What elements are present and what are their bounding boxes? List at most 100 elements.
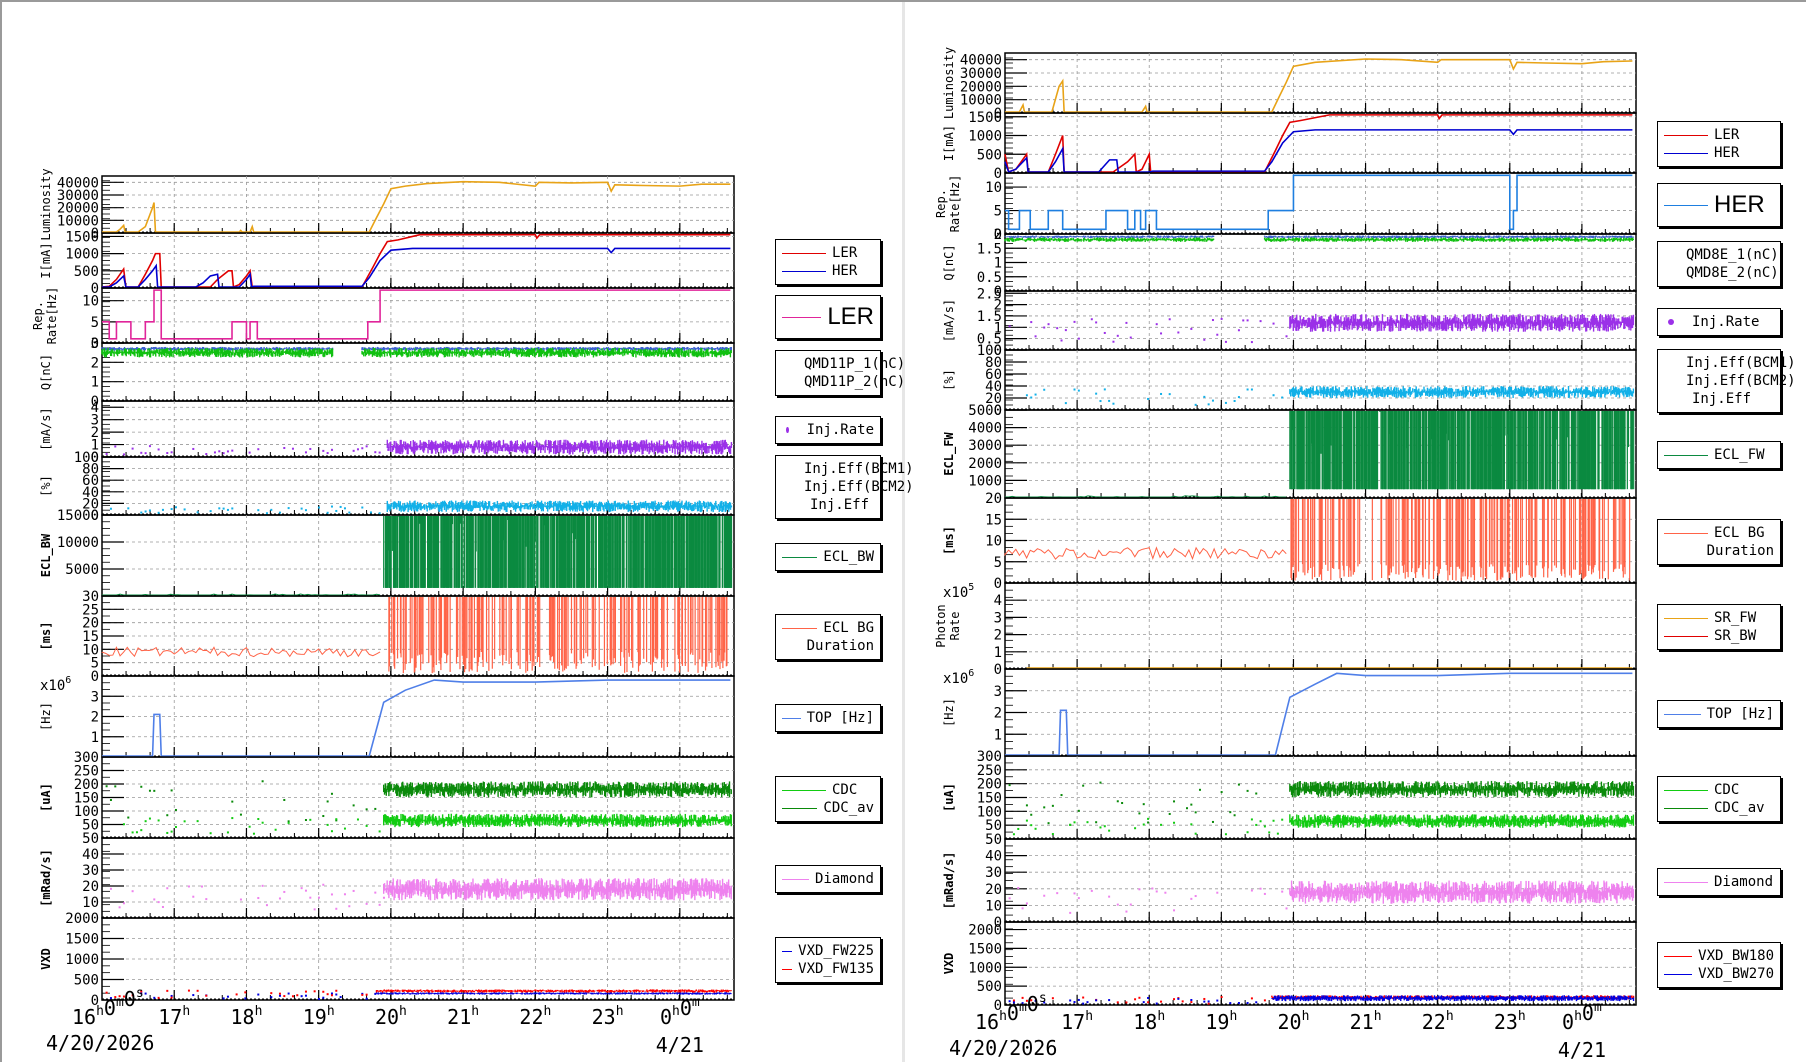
y-tick-label: 15 [82,629,99,645]
panel-frame [101,675,735,758]
y-tick-label: 100 [74,450,99,466]
y-tick-label: 0 [91,336,99,352]
data-point [326,452,329,455]
data-point [109,507,112,510]
y-tick-label: 1500 [65,229,99,245]
data-point [304,451,307,454]
data-point [335,509,338,512]
data-point [170,451,173,454]
y-tick-label: 60 [82,473,99,489]
y-tick-label: 1 [91,438,99,454]
data-point [352,804,355,807]
data-point [261,821,264,824]
data-point [326,823,329,826]
data-point [330,830,333,833]
y-tick-label: 500 [74,264,99,280]
y-tick-label: 2 [91,355,99,371]
series-ecl-bw [102,516,733,596]
data-point [231,817,234,820]
data-point [352,449,355,452]
data-point [322,449,325,452]
data-point [114,785,117,788]
data-point [140,829,143,832]
data-point [157,819,160,822]
data-point [127,816,130,819]
data-point [166,814,169,817]
y-tick-label: 150 [74,791,99,807]
series-her [101,247,731,289]
data-point [105,452,108,455]
data-point [239,813,242,816]
data-point [378,512,381,515]
data-point [278,511,281,514]
y-tick-label: 30000 [57,188,99,204]
data-point [170,830,173,833]
data-point [330,505,333,508]
data-point [304,509,307,512]
y-tick-label: 40 [82,485,99,501]
y-tick-label: 1 [91,730,99,746]
y-axis-label: [mA/s] [39,407,53,450]
y-tick-label: 20 [82,616,99,632]
y-tick-label: 200 [74,777,99,793]
data-point [365,808,368,811]
data-point [257,509,260,512]
data-point [343,507,346,510]
data-point [291,447,294,450]
series-luminosity [102,180,731,233]
y-tick-label: 10 [82,642,99,658]
data-point [257,818,260,821]
y-exponent-power: 6 [65,675,71,686]
data-point [166,831,169,834]
data-point [231,507,234,510]
data-point [131,831,134,834]
panel-rep-rate-hz-: 0 5 10 Rep. Rate[Hz] [31,287,735,352]
y-tick-label: 0 [91,281,99,297]
data-point [309,818,312,821]
data-point [270,508,273,511]
y-tick-label: 0 [91,450,99,466]
y-axis-label: Rate[Hz] [45,287,59,345]
y-axis-label: ECL_BW [39,533,54,577]
data-point [226,450,229,453]
data-point [326,511,329,514]
data-point [348,511,351,514]
data-point [369,511,372,514]
data-point [218,450,221,453]
series-qmd11p-2-nc- [101,347,732,358]
series-inj-rate [105,439,733,456]
y-tick-label: 0 [91,226,99,242]
y-tick-label: 0 [91,394,99,410]
data-point [356,818,359,821]
panel-separator [902,2,905,1062]
data-point [283,798,286,801]
data-point [252,832,255,835]
series-cdc-av [105,780,732,823]
panel-q-nc-: 0 1 2 3 Q[nC] [39,336,735,410]
data-point [166,452,169,455]
y-tick-label: 5 [91,656,99,672]
data-point [174,808,177,811]
data-point [287,820,290,823]
data-point [222,452,225,455]
data-point [257,448,260,451]
data-point [365,824,368,827]
data-point [378,451,381,454]
data-point [274,828,277,831]
data-point [378,830,381,833]
chart-left: 010000200003000040000Luminosity050010001… [31,168,735,1057]
data-point [170,508,173,511]
series-cdc [122,813,732,835]
data-point [144,510,147,513]
y-tick-label: 1000 [65,247,99,263]
data-point [209,510,212,513]
y-tick-label: 300 [74,750,99,766]
y-axis-label: Luminosity [39,168,53,240]
data-point [335,818,338,821]
data-point [114,445,117,448]
data-point [226,508,229,511]
